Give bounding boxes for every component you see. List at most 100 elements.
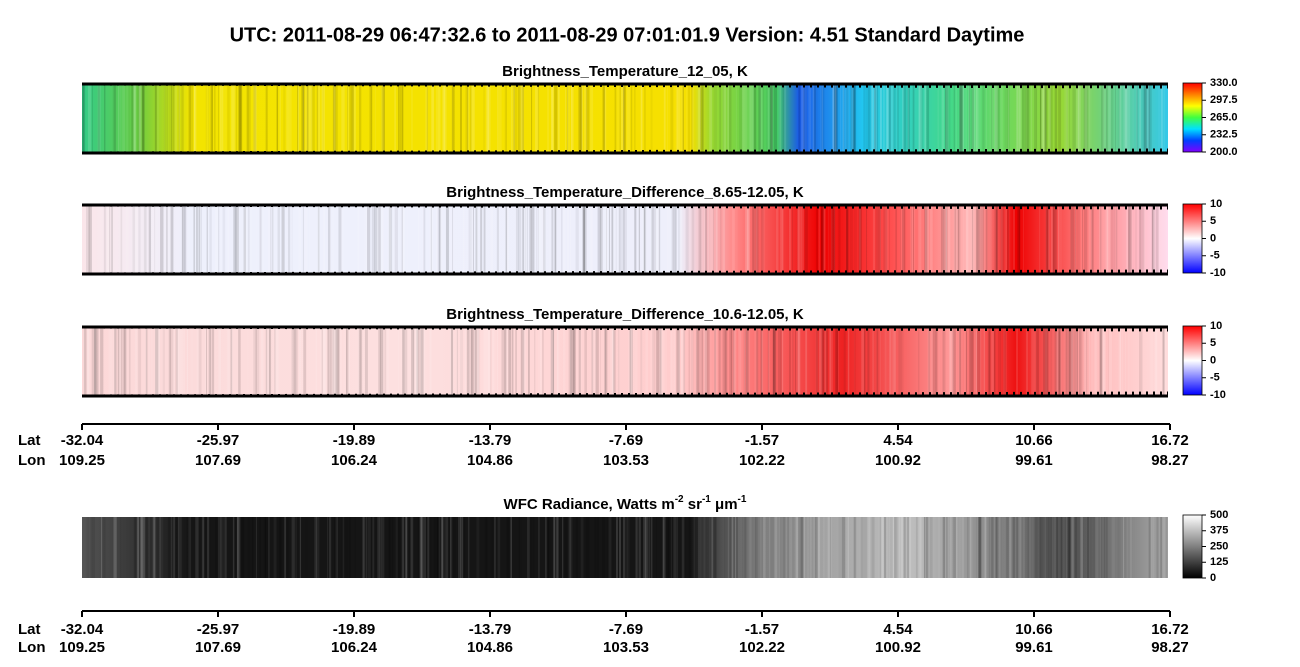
image-texture — [1139, 206, 1142, 273]
image-texture — [798, 85, 801, 152]
image-texture — [276, 85, 278, 152]
colorbar-tick-label: 5 — [1210, 215, 1216, 227]
lon-tick-label: 102.22 — [739, 452, 785, 469]
image-texture — [735, 85, 737, 152]
image-texture — [1103, 517, 1106, 578]
image-texture — [1048, 206, 1050, 273]
image-texture — [1108, 328, 1109, 395]
image-texture — [1045, 85, 1048, 152]
image-texture — [662, 328, 665, 395]
image-texture — [1127, 85, 1131, 152]
image-texture — [1155, 206, 1159, 273]
image-texture — [342, 517, 345, 578]
image-texture — [658, 206, 661, 273]
image-texture — [1141, 328, 1142, 395]
image-texture — [232, 517, 235, 578]
image-texture — [680, 206, 682, 273]
image-texture — [104, 85, 106, 152]
image-texture — [699, 328, 704, 395]
image-texture — [975, 85, 979, 152]
image-texture — [903, 517, 906, 578]
image-texture — [1070, 206, 1074, 273]
lat-tick-label: -7.69 — [609, 432, 643, 449]
image-texture — [1061, 517, 1064, 578]
image-texture — [631, 328, 633, 395]
image-texture — [510, 517, 513, 578]
image-texture — [87, 328, 91, 395]
image-texture — [907, 517, 910, 578]
image-texture — [608, 206, 611, 273]
image-texture — [657, 206, 659, 273]
image-texture — [991, 328, 995, 395]
image-texture — [170, 517, 172, 578]
image-texture — [942, 328, 945, 395]
image-texture — [210, 328, 212, 395]
image-texture — [178, 85, 180, 152]
image-texture — [1070, 206, 1073, 273]
image-texture — [1075, 206, 1076, 273]
image-texture — [1018, 206, 1021, 273]
image-texture — [880, 85, 882, 152]
image-texture — [675, 85, 678, 152]
image-texture — [938, 328, 940, 395]
image-texture — [1152, 206, 1156, 273]
image-texture — [972, 85, 976, 152]
image-texture — [1056, 328, 1058, 395]
image-texture — [883, 85, 885, 152]
image-texture — [789, 206, 792, 273]
image-texture — [207, 85, 210, 152]
image-texture — [131, 206, 134, 273]
image-texture — [97, 85, 100, 152]
image-texture — [1066, 517, 1070, 578]
image-texture — [417, 517, 421, 578]
image-texture — [1059, 206, 1062, 273]
image-texture — [358, 328, 362, 395]
image-texture — [770, 85, 773, 152]
image-texture — [886, 85, 888, 152]
image-texture — [474, 328, 476, 395]
image-texture — [1069, 85, 1070, 152]
image-texture — [600, 328, 601, 395]
image-texture — [1151, 517, 1153, 578]
image-texture — [797, 328, 800, 395]
image-texture — [113, 328, 116, 395]
image-texture — [649, 517, 653, 578]
image-texture — [821, 328, 825, 395]
image-texture — [579, 85, 581, 152]
image-texture — [818, 517, 821, 578]
image-texture — [1000, 206, 1003, 273]
image-texture — [1020, 517, 1024, 578]
image-texture — [398, 206, 401, 273]
image-texture — [456, 328, 458, 395]
image-texture — [1071, 328, 1073, 395]
image-texture — [317, 206, 320, 273]
image-texture — [429, 328, 432, 395]
image-texture — [515, 328, 517, 395]
image-texture — [950, 328, 953, 395]
image-texture — [333, 328, 338, 395]
image-texture — [349, 85, 353, 152]
image-texture — [398, 517, 400, 578]
colorbar-tick-label: 5 — [1210, 337, 1216, 349]
image-texture — [691, 206, 695, 273]
image-texture — [1083, 85, 1087, 152]
image-texture — [801, 85, 805, 152]
image-texture — [371, 206, 375, 273]
image-texture — [448, 517, 452, 578]
image-texture — [1005, 206, 1007, 273]
image-texture — [767, 328, 769, 395]
image-texture — [528, 328, 530, 395]
image-texture — [1149, 328, 1153, 395]
image-texture — [557, 328, 560, 395]
image-texture — [531, 85, 532, 152]
image-texture — [152, 206, 154, 273]
image-texture — [284, 517, 288, 578]
image-texture — [825, 328, 829, 395]
image-texture — [918, 85, 921, 152]
image-texture — [1102, 85, 1105, 152]
image-texture — [175, 517, 178, 578]
image-texture — [1074, 206, 1076, 273]
lon-tick-label: 100.92 — [875, 452, 921, 469]
image-texture — [1004, 328, 1007, 395]
image-texture — [993, 517, 995, 578]
